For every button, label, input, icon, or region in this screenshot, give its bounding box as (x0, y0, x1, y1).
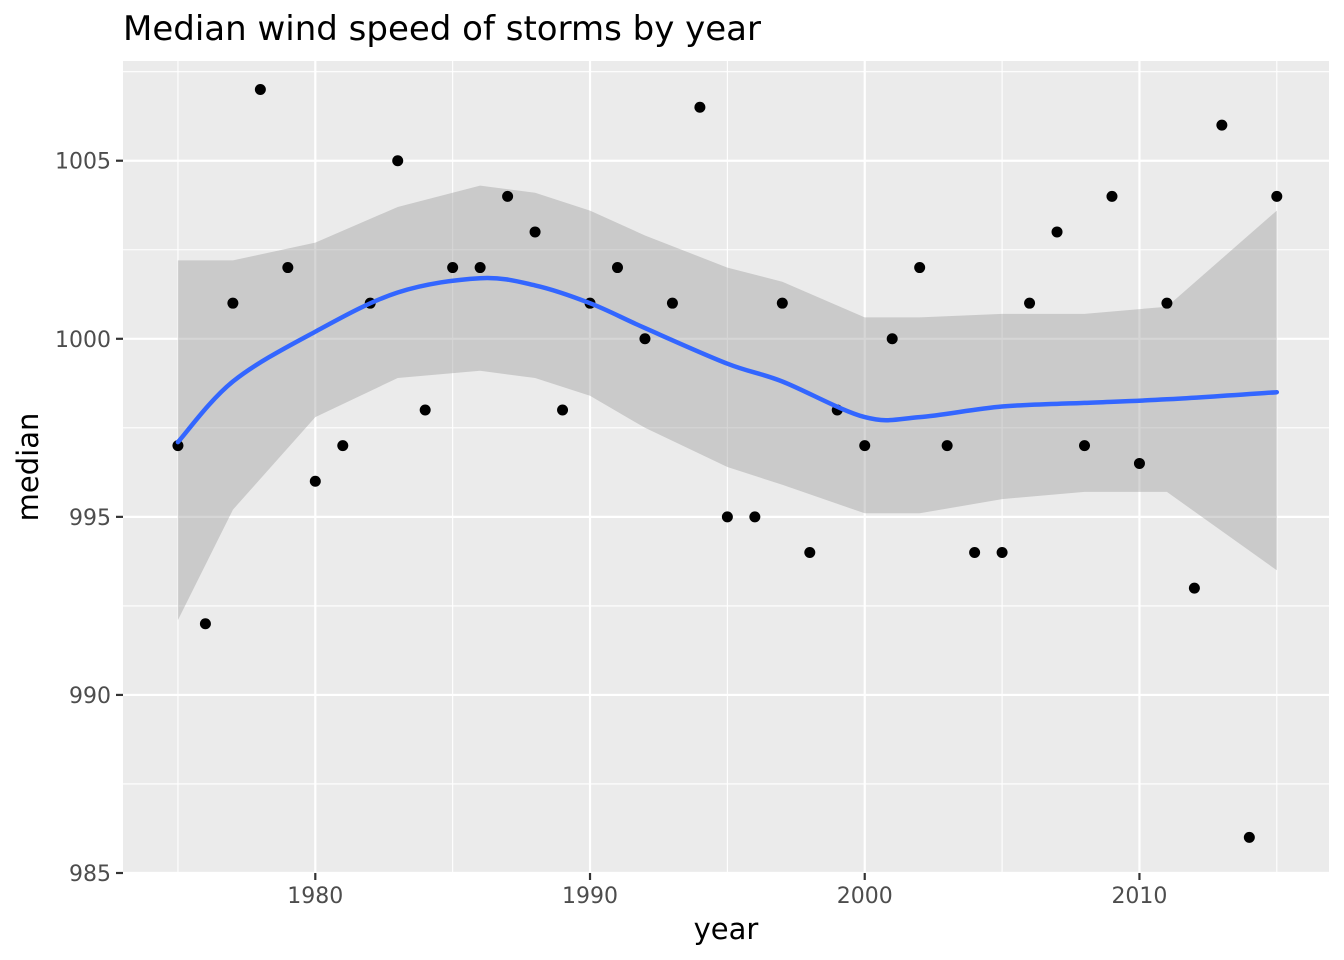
data-point (721, 511, 733, 523)
data-point (859, 440, 871, 452)
data-point (447, 262, 459, 274)
y-tick-label: 1000 (55, 328, 111, 353)
data-point (529, 226, 541, 238)
x-tick-label: 1980 (287, 884, 343, 909)
data-point (1106, 190, 1118, 202)
data-point (1024, 297, 1036, 309)
data-point (1216, 119, 1228, 131)
y-tick-label: 990 (69, 684, 111, 709)
data-point (1271, 190, 1283, 202)
data-point (1051, 226, 1063, 238)
data-point (419, 404, 431, 416)
x-tick-label: 1990 (562, 884, 618, 909)
data-point (776, 297, 788, 309)
data-point (996, 546, 1008, 558)
y-tick-label: 1005 (55, 150, 111, 175)
y-axis-title: median (11, 413, 45, 522)
y-tick-label: 995 (69, 506, 111, 531)
data-point (941, 440, 953, 452)
data-point (309, 475, 321, 487)
x-axis-title: year (694, 912, 759, 946)
data-point (557, 404, 569, 416)
data-point (969, 546, 981, 558)
y-tick-label: 985 (69, 862, 111, 887)
x-tick-label: 2010 (1111, 884, 1167, 909)
chart-title: Median wind speed of storms by year (123, 9, 761, 49)
data-point (172, 440, 184, 452)
x-tick-label: 2000 (837, 884, 893, 909)
data-point (886, 333, 898, 345)
data-point (914, 262, 926, 274)
data-point (1079, 440, 1091, 452)
smooth-line (175, 275, 1280, 445)
grid-minor (123, 61, 1329, 873)
data-point (474, 262, 486, 274)
data-point (611, 262, 623, 274)
data-point (337, 440, 349, 452)
data-point (1188, 582, 1200, 594)
data-point (254, 83, 266, 95)
plot-panel (123, 61, 1329, 873)
data-point (1161, 297, 1173, 309)
data-point (282, 262, 294, 274)
x-axis: 1980 1990 2000 2010 (287, 873, 1167, 909)
confidence-ribbon (177, 185, 1277, 621)
data-points (172, 83, 1283, 843)
data-point (1133, 457, 1145, 469)
data-point (199, 618, 211, 630)
data-point (1243, 831, 1255, 843)
data-point (392, 155, 404, 167)
y-axis: 985 990 995 1000 1005 (55, 150, 123, 887)
data-point (639, 333, 651, 345)
data-point (694, 101, 706, 113)
data-point (666, 297, 678, 309)
data-point (749, 511, 761, 523)
data-point (502, 190, 514, 202)
data-point (227, 297, 239, 309)
data-point (804, 546, 816, 558)
